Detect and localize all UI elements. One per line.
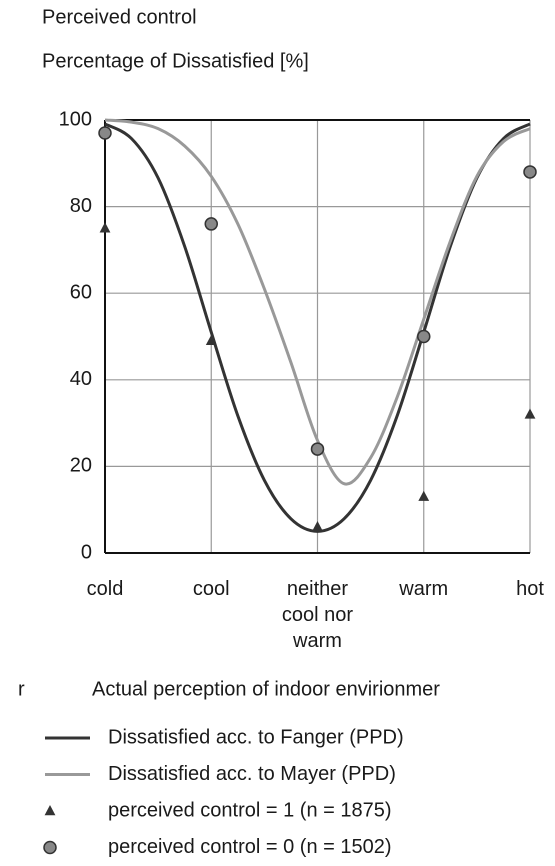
legend-label: perceived control = 1 (n = 1875) <box>108 799 392 821</box>
x-tick-label: cold <box>86 578 124 600</box>
circle-marker <box>310 442 325 456</box>
y-tick-label: 0 <box>81 541 92 563</box>
y-tick-label: 40 <box>70 368 92 390</box>
x-tick-label: warm <box>399 578 449 600</box>
legend-label: Dissatisfied acc. to Fanger (PPD) <box>108 726 404 748</box>
triangle-marker <box>99 222 111 233</box>
circle-marker <box>98 126 112 140</box>
y-tick-label: 20 <box>70 455 92 477</box>
y-tick-label: 100 <box>59 108 92 130</box>
legend-label: perceived control = 0 (n = 1502) <box>108 836 392 858</box>
x-tick-label: hot <box>516 578 544 600</box>
legend-marker <box>44 805 56 816</box>
x-axis-label: Actual perception of indoor envirionmer <box>92 678 440 700</box>
triangle-marker <box>524 408 536 419</box>
x-tick-label: cool <box>192 578 230 600</box>
triangle-marker <box>418 490 430 501</box>
circle-marker <box>417 329 431 344</box>
line <box>104 118 531 486</box>
x-tick-label: neither cool nor warm <box>281 578 354 652</box>
triangle-marker <box>312 521 323 532</box>
circle-marker <box>204 217 218 231</box>
y-tick-label: 60 <box>70 281 92 303</box>
line <box>104 122 531 533</box>
y-axis-label: Percentage of Dissatisfied [%] <box>42 50 309 72</box>
y-tick-label: 80 <box>70 195 92 217</box>
legend-marker <box>43 840 57 855</box>
chart-title: Perceived control <box>42 6 197 28</box>
triangle-marker <box>205 334 217 346</box>
legend-label: Dissatisfied acc. to Mayer (PPD) <box>108 763 396 785</box>
side-label: r <box>18 678 25 700</box>
circle-marker <box>523 165 537 179</box>
